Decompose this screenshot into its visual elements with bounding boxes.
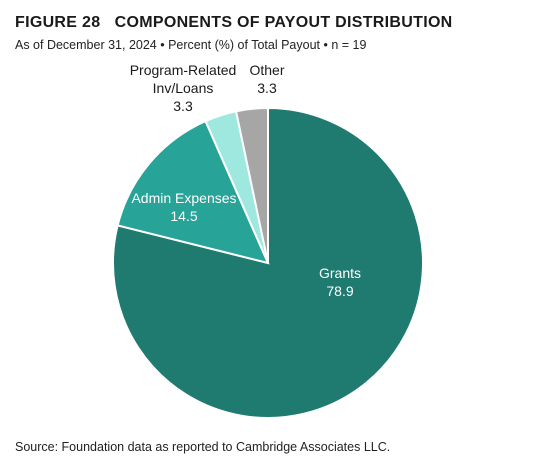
pie-slice <box>234 106 269 264</box>
chart-subtitle: As of December 31, 2024 • Percent (%) of… <box>15 38 367 52</box>
slice-label: Admin Expenses 14.5 <box>131 190 236 224</box>
chart-title: FIGURE 28 COMPONENTS OF PAYOUT DISTRIBUT… <box>15 14 453 31</box>
slice-label: Program-Related Inv/Loans 3.3 <box>130 62 237 114</box>
pie-labels: Grants 78.9 Admin Expenses 14.5 Program-Rela… <box>130 62 361 299</box>
pie-slices <box>112 106 424 419</box>
source-note: Source: Foundation data as reported to C… <box>15 440 391 454</box>
pie-slice <box>116 119 270 265</box>
slice-label: Other 3.3 <box>249 62 284 96</box>
slice-label: Grants 78.9 <box>319 265 361 299</box>
